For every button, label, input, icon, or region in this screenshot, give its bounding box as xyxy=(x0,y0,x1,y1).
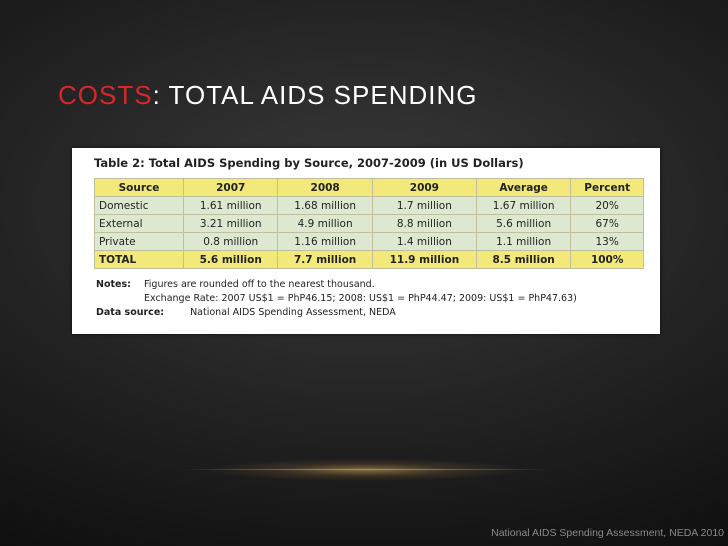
cell-2008: 1.68 million xyxy=(277,196,373,215)
decorative-glow xyxy=(150,455,580,485)
table-row: Domestic 1.61 million 1.68 million 1.7 m… xyxy=(94,196,644,215)
spending-table: Source 2007 2008 2009 Average Percent Do… xyxy=(94,178,644,269)
table-header-row: Source 2007 2008 2009 Average Percent xyxy=(94,178,644,197)
cell-percent: 100% xyxy=(570,250,644,269)
cell-percent: 20% xyxy=(570,196,644,215)
cell-source: Private xyxy=(94,232,184,251)
cell-percent: 67% xyxy=(570,214,644,233)
table-caption: Table 2: Total AIDS Spending by Source, … xyxy=(94,156,524,170)
header-2008: 2008 xyxy=(277,178,373,197)
cell-2007: 0.8 million xyxy=(182,232,279,251)
table-image-panel: Table 2: Total AIDS Spending by Source, … xyxy=(72,148,660,334)
cell-2009: 1.4 million xyxy=(371,232,477,251)
table-total-row: TOTAL 5.6 million 7.7 million 11.9 milli… xyxy=(94,250,644,269)
slide-title: COSTS: TOTAL AIDS SPENDING xyxy=(58,80,477,111)
header-2009: 2009 xyxy=(371,178,477,197)
header-source: Source xyxy=(94,178,184,197)
cell-2009: 1.7 million xyxy=(371,196,477,215)
cell-2008: 1.16 million xyxy=(277,232,373,251)
table-row: Private 0.8 million 1.16 million 1.4 mil… xyxy=(94,232,644,251)
decorative-divider xyxy=(180,469,550,470)
cell-average: 1.67 million xyxy=(475,196,572,215)
cell-2007: 5.6 million xyxy=(182,250,279,269)
notes-line-1: Figures are rounded off to the nearest t… xyxy=(144,279,375,290)
slide-title-accent: COSTS xyxy=(58,80,153,110)
cell-2009: 8.8 million xyxy=(371,214,477,233)
cell-2007: 3.21 million xyxy=(182,214,279,233)
header-2007: 2007 xyxy=(182,178,279,197)
cell-2009: 11.9 million xyxy=(371,250,477,269)
cell-average: 1.1 million xyxy=(475,232,572,251)
cell-2008: 7.7 million xyxy=(277,250,373,269)
header-percent: Percent xyxy=(570,178,644,197)
cell-source: External xyxy=(94,214,184,233)
slide-title-rest: : TOTAL AIDS SPENDING xyxy=(152,80,478,110)
source-text: National AIDS Spending Assessment, NEDA xyxy=(190,307,396,318)
cell-2008: 4.9 million xyxy=(277,214,373,233)
cell-average: 5.6 million xyxy=(475,214,572,233)
header-average: Average xyxy=(475,178,572,197)
table-notes: Notes: Figures are rounded off to the nea… xyxy=(96,278,636,320)
slide-footer: National AIDS Spending Assessment, NEDA … xyxy=(491,527,724,539)
cell-2007: 1.61 million xyxy=(182,196,279,215)
cell-percent: 13% xyxy=(570,232,644,251)
cell-source: TOTAL xyxy=(94,250,184,269)
cell-average: 8.5 million xyxy=(475,250,572,269)
source-label: Data source: xyxy=(96,307,165,318)
notes-label: Notes: xyxy=(96,279,131,290)
table-row: External 3.21 million 4.9 million 8.8 mi… xyxy=(94,214,644,233)
notes-line-2: Exchange Rate: 2007 US$1 = PhP46.15; 200… xyxy=(144,293,577,304)
cell-source: Domestic xyxy=(94,196,184,215)
